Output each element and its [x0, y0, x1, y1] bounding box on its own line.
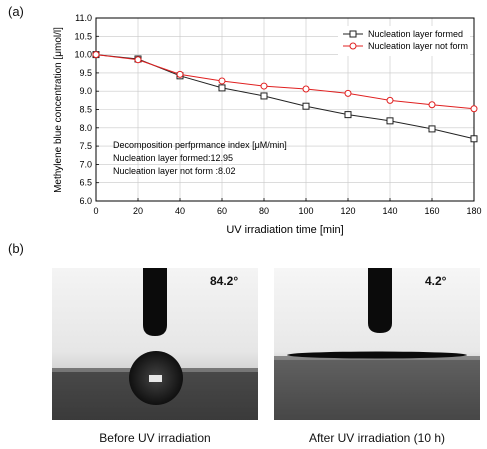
series-line-not-form [95, 54, 475, 110]
data-point-not-form [302, 85, 310, 93]
data-point-not-form [386, 96, 394, 104]
legend-marker-not-form [349, 42, 357, 50]
series-line-formed [95, 54, 475, 140]
x-tick-label: 120 [340, 206, 355, 216]
contact-angle-before: 84.2° [210, 274, 239, 288]
x-axis-label: UV irradiation time [min] [226, 224, 343, 236]
y-tick-label: 7.5 [79, 141, 92, 151]
y-axis-label: Methylene blue concentration [μmol/l] [53, 27, 64, 193]
contact-angle-after: 4.2° [425, 274, 447, 288]
axis-ticks: 0 20 40 60 80 100 120 140 160 180 6.0 6.5 7.0 7.5 8.0 8… [74, 13, 481, 216]
x-tick-label: 180 [466, 206, 481, 216]
y-tick-label: 10.5 [74, 31, 92, 41]
data-point-not-form [470, 105, 478, 113]
data-point-formed [386, 117, 394, 125]
x-tick-label: 0 [93, 206, 98, 216]
data-point-not-form [428, 101, 436, 109]
needle [143, 268, 167, 336]
panel-b-label: (b) [8, 241, 24, 256]
data-point-not-form [260, 82, 268, 90]
data-point-formed [302, 102, 310, 110]
x-tick-label: 40 [175, 206, 185, 216]
droplet [287, 351, 467, 359]
y-tick-label: 7.0 [79, 159, 92, 169]
x-tick-label: 140 [382, 206, 397, 216]
caption-after: After UV irradiation (10 h) [308, 431, 446, 445]
x-tick-label: 60 [217, 206, 227, 216]
annotation-block: Decomposition perfprmance index [μM/min]… [113, 140, 287, 176]
data-point-not-form [92, 51, 100, 59]
x-tick-label: 20 [133, 206, 143, 216]
data-point-not-form [218, 77, 226, 85]
legend-marker-formed [349, 30, 357, 38]
series-lines [92, 51, 478, 143]
data-point-formed [344, 111, 352, 119]
needle [368, 268, 392, 333]
y-tick-label: 9.0 [79, 86, 92, 96]
annotation-formed: Nucleation layer formed:12.95 [113, 153, 233, 163]
x-tick-label: 80 [259, 206, 269, 216]
y-tick-label: 10.0 [74, 50, 92, 60]
droplet-photo-before [52, 268, 258, 420]
y-tick-label: 9.5 [79, 68, 92, 78]
annotation-title: Decomposition perfprmance index [μM/min] [113, 140, 287, 150]
droplet-photo-after [274, 268, 480, 420]
y-tick-label: 6.0 [79, 196, 92, 206]
y-tick-label: 6.5 [79, 178, 92, 188]
data-point-not-form [344, 89, 352, 97]
data-point-formed [470, 135, 478, 143]
data-point-not-form [134, 56, 142, 64]
panel-a-label: (a) [8, 4, 24, 19]
data-point-formed [218, 84, 226, 92]
data-point-formed [428, 125, 436, 133]
y-tick-label: 8.5 [79, 105, 92, 115]
x-tick-label: 100 [298, 206, 313, 216]
y-tick-label: 8.0 [79, 123, 92, 133]
y-tick-label: 11.0 [75, 13, 92, 23]
caption-before: Before UV irradiation [99, 431, 211, 445]
annotation-not-form: Nucleation layer not form :8.02 [113, 166, 236, 176]
data-point-not-form [176, 70, 184, 78]
data-point-formed [260, 92, 268, 100]
legend-label-not-form: Nucleation layer not form [368, 41, 468, 51]
line-chart: 0 20 40 60 80 100 120 140 160 180 6.0 6.5 7.0 7.5 8.0 8… [53, 13, 482, 236]
legend: Nucleation layer formed Nucleation layer… [338, 26, 470, 56]
legend-label-formed: Nucleation layer formed [368, 29, 463, 39]
x-tick-label: 160 [424, 206, 439, 216]
